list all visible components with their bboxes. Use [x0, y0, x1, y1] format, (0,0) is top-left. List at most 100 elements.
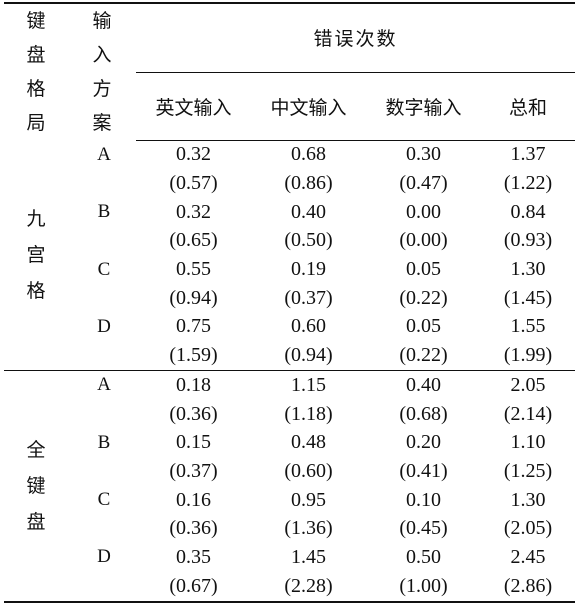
sd-cell: (0.60) — [284, 459, 333, 482]
mean-cell: 1.15 — [251, 369, 366, 400]
sd-cell: (0.36) — [169, 517, 218, 540]
sd-cell: (0.22) — [399, 344, 448, 367]
table-row: (0.94) (0.37) (0.22) (1.45) — [4, 284, 575, 313]
mean-cell: 1.37 — [510, 143, 546, 166]
mean-cell: 0.05 — [406, 258, 441, 281]
mean-cell: 0.40 — [291, 200, 326, 223]
scheme-spacer — [72, 514, 136, 543]
scheme-spacer — [72, 457, 136, 486]
table-row: 九宫格 A 0.32 0.68 0.30 1.37 — [4, 140, 575, 302]
table-row: (0.36) (1.36) (0.45) (2.05) — [4, 514, 575, 543]
keyboard-layout-label: 全键盘 — [26, 438, 50, 533]
table-row: (0.65) (0.50) (0.00) (0.93) — [4, 227, 575, 256]
sd-cell: (0.22) — [399, 286, 448, 309]
sd-cell: (1.99) — [503, 344, 553, 367]
table-row: (1.59) (0.94) (0.22) (1.99) — [4, 341, 575, 370]
table-row: (0.37) (0.60) (0.41) (1.25) — [4, 457, 575, 486]
sd-cell: (0.37) — [284, 286, 333, 309]
scheme-label: D — [97, 315, 111, 337]
keyboard-layout-cell: 全键盘 — [4, 370, 72, 602]
mean-cell: 2.45 — [510, 545, 546, 568]
scheme-spacer — [72, 227, 136, 256]
table-row: D 0.75 0.60 0.05 1.55 — [4, 313, 575, 342]
mean-cell: 0.68 — [291, 143, 326, 166]
table-row: D 0.35 1.45 0.50 2.45 — [4, 543, 575, 572]
mean-cell: 0.75 — [176, 315, 211, 338]
mean-cell: 0.84 — [510, 200, 546, 223]
mean-cell: 0.32 — [176, 143, 211, 166]
table-row: 全键盘 A 0.18 1.15 0.40 2.05 — [4, 369, 576, 602]
table-row: B 0.32 0.40 0.00 0.84 — [4, 198, 575, 227]
mean-cell: 0.05 — [406, 315, 441, 338]
mean-cell: 0.32 — [176, 200, 211, 223]
scheme-label: B — [97, 431, 111, 453]
keyboard-layout-cell: 九宫格 — [4, 140, 72, 371]
mean-cell: 0.35 — [176, 545, 211, 568]
sd-cell: (0.93) — [503, 229, 553, 252]
header-col-chinese: 中文输入 — [251, 72, 366, 141]
table-row: (0.67) (2.28) (1.00) (2.86) — [4, 572, 576, 602]
header-keyboard-layout: 键盘格局 — [4, 3, 72, 140]
mean-cell: 0.18 — [136, 369, 251, 400]
scheme-spacer — [72, 284, 136, 313]
sd-cell: (2.14) — [503, 402, 553, 425]
header-col-english: 英文输入 — [136, 72, 251, 141]
scheme-label: A — [72, 369, 136, 400]
table-row: C 0.55 0.19 0.05 1.30 — [4, 255, 575, 284]
sd-cell: (0.86) — [284, 172, 333, 195]
scheme-label: D — [97, 546, 111, 568]
mean-cell: 0.20 — [406, 431, 441, 454]
mean-cell: 1.10 — [510, 431, 546, 454]
header-col-digit: 数字输入 — [366, 72, 481, 141]
sd-cell: (0.47) — [399, 172, 448, 195]
sd-cell: (0.67) — [169, 574, 218, 597]
mean-cell: 0.00 — [406, 200, 441, 223]
sd-cell: (0.94) — [169, 286, 218, 309]
mean-cell: 1.45 — [291, 545, 326, 568]
sd-cell: (1.36) — [284, 517, 333, 540]
sd-cell: (0.65) — [169, 229, 218, 252]
mean-cell: 1.30 — [510, 258, 546, 281]
sd-cell: (2.05) — [503, 517, 553, 540]
mean-cell: 0.15 — [176, 431, 211, 454]
mean-cell: 0.48 — [291, 431, 326, 454]
table-body: 九宫格 A 0.32 0.68 0.30 1.37 (0.57) (0.86) (0.47) (1… — [4, 140, 576, 602]
scheme-spacer — [72, 169, 136, 198]
header-input-scheme: 输入方案 — [72, 3, 136, 140]
scheme-label: B — [97, 201, 111, 223]
sd-cell: (1.18) — [284, 402, 333, 425]
sd-cell: (1.45) — [503, 286, 553, 309]
table-figure: 键盘格局 输入方案 错误次数 英文输入 中文输入 数字输入 总和 九宫格 A 0.3… — [4, 3, 576, 602]
sd-cell: (1.22) — [503, 172, 553, 195]
sd-cell: (1.00) — [399, 574, 448, 597]
header-col-total: 总和 — [481, 72, 576, 141]
mean-cell: 0.40 — [366, 369, 481, 400]
sd-cell: (0.50) — [284, 229, 333, 252]
table-row: (0.57) (0.86) (0.47) (1.22) — [4, 169, 575, 198]
mean-cell: 0.10 — [406, 488, 441, 511]
scheme-spacer — [72, 400, 136, 429]
header-input-scheme-label: 输入方案 — [92, 10, 116, 134]
header-keyboard-layout-label: 键盘格局 — [26, 10, 50, 134]
keyboard-layout-label: 九宫格 — [26, 208, 50, 302]
mean-cell: 0.16 — [176, 488, 211, 511]
sd-cell: (2.86) — [503, 574, 553, 597]
sd-cell: (0.45) — [399, 517, 448, 540]
scheme-spacer — [72, 341, 136, 370]
table-row: C 0.16 0.95 0.10 1.30 — [4, 486, 575, 515]
header-error-count: 错误次数 — [136, 3, 576, 73]
mean-cell: 0.50 — [406, 545, 441, 568]
sd-cell: (0.68) — [399, 402, 448, 425]
scheme-label: C — [97, 258, 111, 280]
mean-cell: 0.30 — [406, 143, 441, 166]
mean-cell: 0.19 — [291, 258, 326, 281]
scheme-label: C — [97, 489, 111, 511]
error-count-table: 键盘格局 输入方案 错误次数 英文输入 中文输入 数字输入 总和 九宫格 A 0.3… — [4, 2, 576, 603]
sd-cell: (0.37) — [169, 459, 218, 482]
sd-cell: (2.28) — [284, 574, 333, 597]
sd-cell: (0.00) — [399, 229, 448, 252]
mean-cell: 0.55 — [176, 258, 211, 281]
mean-cell: 1.55 — [510, 315, 546, 338]
sd-cell: (1.25) — [503, 459, 553, 482]
sd-cell: (0.57) — [169, 172, 218, 195]
